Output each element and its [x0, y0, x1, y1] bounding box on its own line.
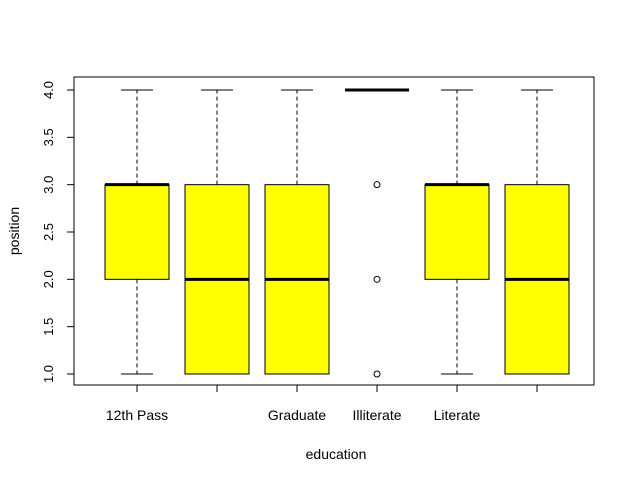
box-group: [184, 89, 250, 375]
y-tick-label: 1.5: [41, 318, 56, 336]
box: [424, 184, 490, 280]
y-axis-label: position: [6, 207, 22, 255]
outlier-point: [373, 275, 381, 283]
box-group: [264, 89, 330, 375]
box-group: [424, 89, 490, 375]
x-axis: 12th Pass Graduate Illiterate Literate: [106, 384, 538, 423]
y-tick-label: 1.0: [41, 365, 56, 383]
y-tick-label: 2.5: [41, 223, 56, 241]
outlier-point: [373, 370, 381, 378]
box: [104, 184, 170, 280]
y-tick-label: 3.0: [41, 176, 56, 194]
x-tick-label: Illiterate: [352, 407, 401, 423]
plot-marks: [104, 88, 570, 378]
y-axis: 1.0 1.5 2.0 2.5 3.0 3.5 4.0: [41, 81, 75, 383]
box-group: [345, 88, 409, 378]
y-tick-label: 4.0: [41, 81, 56, 99]
box-group: [504, 89, 570, 375]
x-tick-label: Graduate: [268, 407, 327, 423]
y-tick-label: 2.0: [41, 270, 56, 288]
y-tick-label: 3.5: [41, 128, 56, 146]
x-tick-label: Literate: [434, 407, 481, 423]
x-axis-label: education: [306, 446, 367, 462]
outlier-point: [373, 181, 381, 189]
x-tick-label: 12th Pass: [106, 407, 168, 423]
box-group: [104, 89, 170, 375]
